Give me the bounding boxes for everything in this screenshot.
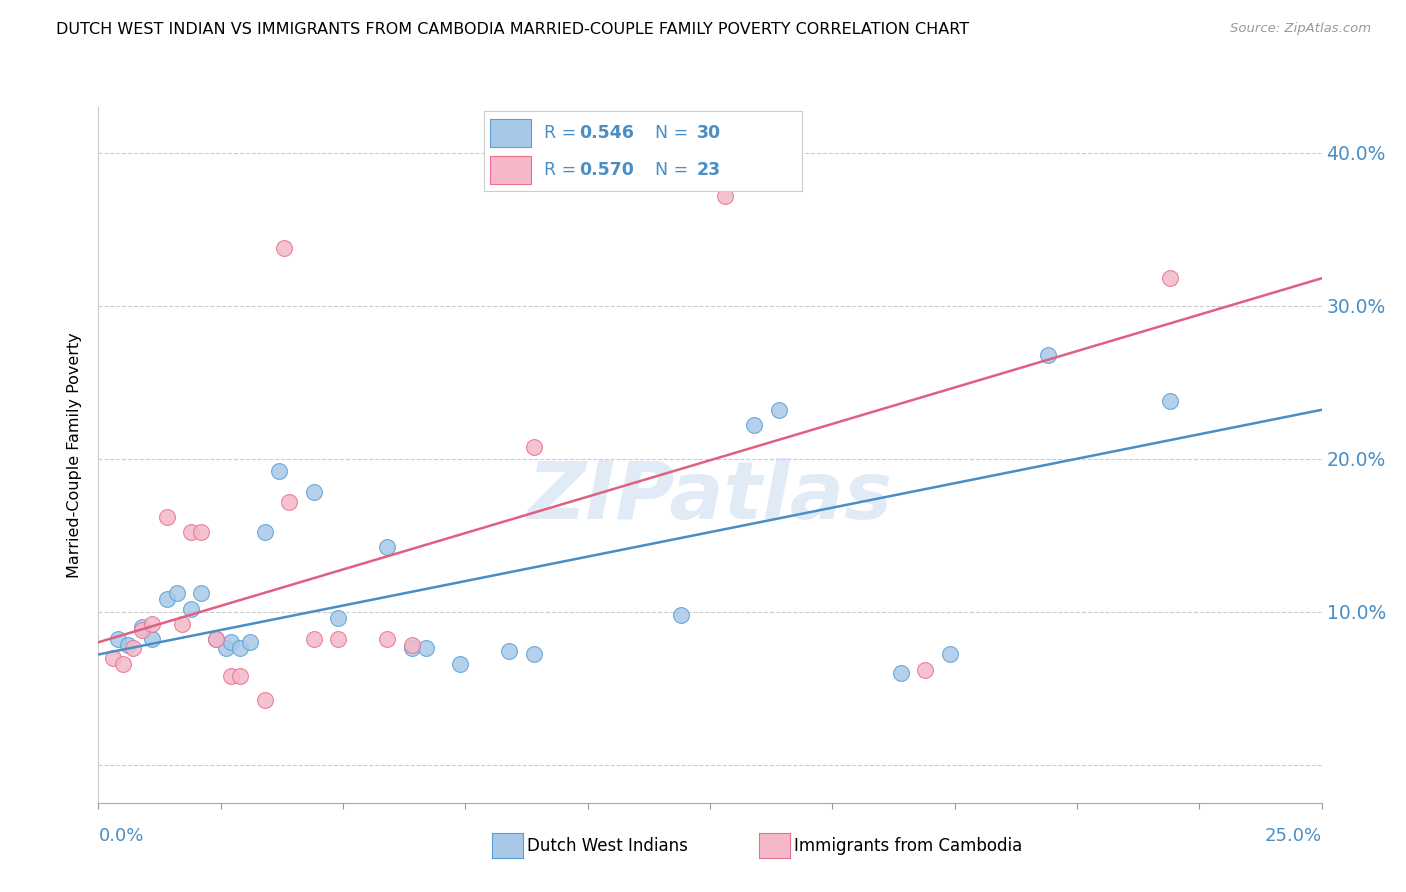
Point bbox=[415, 641, 437, 656]
Point bbox=[914, 663, 936, 677]
Point bbox=[131, 623, 153, 637]
Point bbox=[1036, 348, 1059, 362]
Point bbox=[101, 650, 124, 665]
Point bbox=[229, 669, 252, 683]
Point bbox=[939, 648, 962, 662]
Point bbox=[302, 485, 325, 500]
Point bbox=[523, 648, 546, 662]
Point bbox=[205, 632, 228, 647]
Point bbox=[375, 541, 398, 555]
Point bbox=[180, 525, 202, 540]
Point bbox=[141, 632, 163, 647]
Point bbox=[205, 632, 228, 647]
Point bbox=[401, 638, 423, 652]
Point bbox=[450, 657, 472, 671]
Point bbox=[523, 440, 546, 454]
Point bbox=[111, 657, 134, 671]
Point bbox=[180, 601, 202, 615]
Point bbox=[219, 635, 242, 649]
Point bbox=[278, 494, 301, 508]
Point bbox=[498, 644, 520, 658]
Text: ZIPatlas: ZIPatlas bbox=[527, 458, 893, 536]
Point bbox=[669, 607, 692, 622]
Point bbox=[328, 632, 350, 647]
Point bbox=[375, 632, 398, 647]
Text: 0.0%: 0.0% bbox=[98, 827, 143, 845]
Point bbox=[141, 616, 163, 631]
Point bbox=[219, 669, 242, 683]
Point bbox=[239, 635, 262, 649]
Point bbox=[117, 638, 139, 652]
Text: DUTCH WEST INDIAN VS IMMIGRANTS FROM CAMBODIA MARRIED-COUPLE FAMILY POVERTY CORR: DUTCH WEST INDIAN VS IMMIGRANTS FROM CAM… bbox=[56, 22, 969, 37]
Text: 25.0%: 25.0% bbox=[1264, 827, 1322, 845]
Point bbox=[328, 611, 350, 625]
Point bbox=[269, 464, 291, 478]
Point bbox=[890, 665, 912, 680]
Text: Dutch West Indians: Dutch West Indians bbox=[527, 837, 688, 855]
Point bbox=[229, 641, 252, 656]
Point bbox=[253, 693, 276, 707]
Point bbox=[273, 241, 295, 255]
Point bbox=[713, 188, 735, 202]
Point bbox=[156, 509, 179, 524]
Point bbox=[401, 641, 423, 656]
Point bbox=[121, 641, 143, 656]
Point bbox=[742, 418, 765, 433]
Text: Immigrants from Cambodia: Immigrants from Cambodia bbox=[794, 837, 1022, 855]
Point bbox=[190, 525, 212, 540]
Point bbox=[170, 616, 193, 631]
Point bbox=[1159, 271, 1181, 285]
Point bbox=[131, 620, 153, 634]
Point bbox=[1159, 393, 1181, 408]
Point bbox=[768, 402, 790, 417]
Point bbox=[214, 641, 236, 656]
Y-axis label: Married-Couple Family Poverty: Married-Couple Family Poverty bbox=[67, 332, 83, 578]
Point bbox=[166, 586, 188, 600]
Point bbox=[107, 632, 129, 647]
Point bbox=[190, 586, 212, 600]
Point bbox=[156, 592, 179, 607]
Text: Source: ZipAtlas.com: Source: ZipAtlas.com bbox=[1230, 22, 1371, 36]
Point bbox=[253, 525, 276, 540]
Point bbox=[302, 632, 325, 647]
